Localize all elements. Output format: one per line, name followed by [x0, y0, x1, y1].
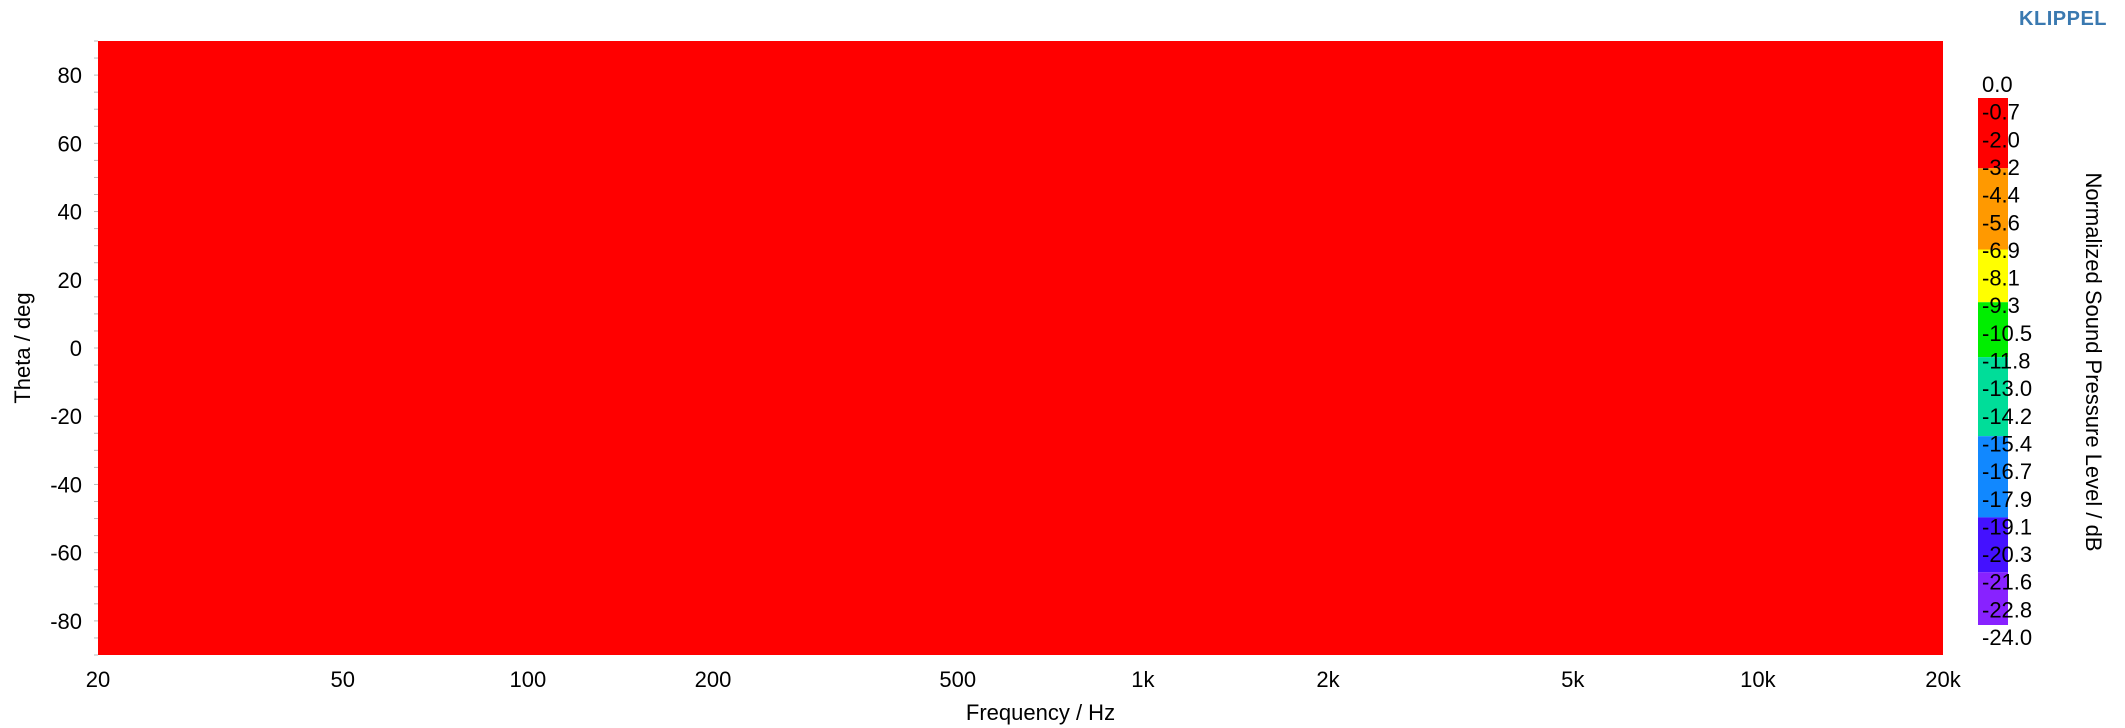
- colorbar-band-5: [1978, 436, 2008, 518]
- colorbar-tick-label: -21.6: [1982, 570, 2032, 595]
- plot-background: [98, 41, 1943, 655]
- x-tick-label: 20: [86, 667, 110, 692]
- colorbar-tick-label: -4.4: [1982, 183, 2020, 208]
- x-tick-label: 5k: [1561, 667, 1585, 692]
- y-tick-label: -40: [50, 472, 82, 497]
- colorbar-tick-label: -13.0: [1982, 376, 2032, 401]
- colorbar-tick-label: -11.8: [1982, 349, 2031, 374]
- colorbar-band-2: [1978, 249, 2008, 303]
- y-tick-label: -80: [50, 609, 82, 634]
- x-tick-label: 500: [939, 667, 976, 692]
- colorbar-tick-label: -19.1: [1982, 514, 2032, 539]
- brand-logo: KLIPPEL: [2019, 8, 2107, 30]
- y-tick-label: -60: [50, 541, 82, 566]
- colorbar-tick-label: -9.3: [1982, 293, 2020, 318]
- y-tick-label: 40: [58, 200, 82, 225]
- y-tick-label: 60: [58, 131, 82, 156]
- colorbar-tick-label: -8.1: [1982, 266, 2020, 291]
- x-tick-label: 2k: [1316, 667, 1340, 692]
- x-tick-label: 20k: [1925, 667, 1961, 692]
- x-tick-label: 50: [330, 667, 354, 692]
- x-tick-label: 10k: [1740, 667, 1776, 692]
- colorbar-band-1: [1978, 168, 2008, 250]
- colorbar-tick-label: -22.8: [1982, 597, 2032, 622]
- colorbar-title: Normalized Sound Pressure Level / dB: [2081, 172, 2106, 551]
- x-tick-label: 100: [510, 667, 547, 692]
- colorbar-tick-label: -24.0: [1982, 625, 2032, 650]
- x-tick-label: 200: [695, 667, 732, 692]
- colorbar-band-3: [1978, 302, 2008, 358]
- colorbar-tick-label: -17.9: [1982, 487, 2032, 512]
- colorbar-band-4: [1978, 357, 2008, 437]
- colorbar-tick-label: -0.7: [1982, 100, 2020, 125]
- colorbar-tick-label: -20.3: [1982, 542, 2032, 567]
- colorbar: 0.0 -0.7-2.0 -3.2 -4.4-5.6 -6.9 -8.1-9.3 -10.5…: [1978, 72, 2106, 650]
- y-axis-title: Theta / deg: [10, 292, 35, 403]
- y-tick-label: 80: [58, 63, 82, 88]
- colorbar-band-7: [1978, 572, 2008, 625]
- y-tick-label: 0: [70, 336, 82, 361]
- x-axis-title: Frequency / Hz: [966, 700, 1115, 725]
- colorbar-band-0: [1978, 98, 2008, 169]
- colorbar-tick-label: -2.0: [1982, 127, 2020, 152]
- colorbar-tick-label: -14.2: [1982, 404, 2032, 429]
- colorbar-tick-label: 0.0: [1982, 72, 2013, 97]
- colorbar-band-6: [1978, 517, 2008, 573]
- colorbar-tick-label: -6.9: [1982, 238, 2020, 263]
- colorbar-tick-label: -5.6: [1982, 210, 2020, 235]
- colorbar-tick-label: -10.5: [1982, 321, 2032, 346]
- colorbar-tick-label: -3.2: [1982, 155, 2020, 180]
- x-tick-label: 1k: [1131, 667, 1155, 692]
- colorbar-tick-label: -15.4: [1982, 431, 2032, 456]
- y-tick-label: 20: [58, 268, 82, 293]
- colorbar-tick-label: -16.7: [1982, 459, 2032, 484]
- y-tick-label: -20: [50, 404, 82, 429]
